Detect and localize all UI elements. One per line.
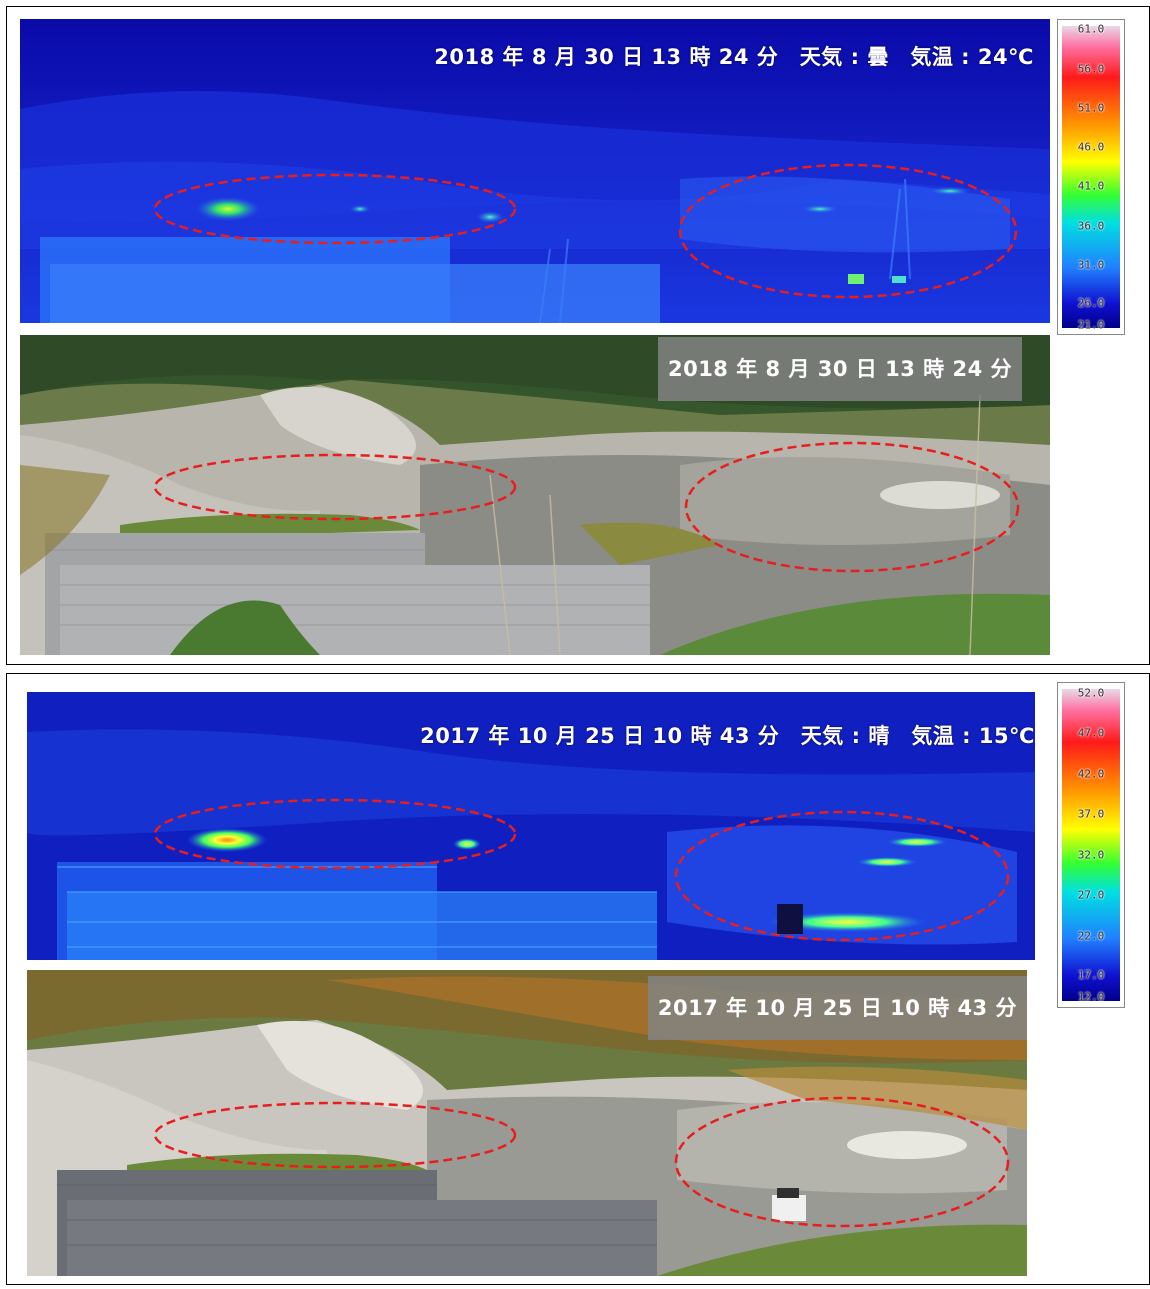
- scale-tick: 52.0: [1077, 686, 1105, 700]
- scale-tick: 22.0: [1077, 929, 1105, 943]
- scale-tick: 31.0: [1077, 258, 1105, 272]
- thermal-image-2017: 2017 年 10 月 25 日 10 時 43 分 天気 : 晴 気温 : 1…: [27, 692, 1035, 960]
- scale-tick: 51.0: [1077, 101, 1105, 115]
- scale-tick: 21.0: [1077, 318, 1105, 332]
- ellipse-right-thermal: [678, 163, 1018, 299]
- photo-2018: 2018 年 8 月 30 日 13 時 24 分: [20, 335, 1050, 655]
- ellipse-left-photo: [153, 1101, 517, 1169]
- thermal-caption-2017: 2017 年 10 月 25 日 10 時 43 分 天気 : 晴 気温 : 1…: [420, 724, 1035, 748]
- scale-tick: 37.0: [1077, 807, 1105, 821]
- scale-tick: 47.0: [1077, 726, 1105, 740]
- ellipse-left-thermal: [153, 798, 517, 870]
- scale-tick: 12.0: [1077, 990, 1105, 1004]
- photo-2017: 2017 年 10 月 25 日 10 時 43 分: [27, 970, 1027, 1276]
- thermal-image-2018: 2018 年 8 月 30 日 13 時 24 分 天気 : 曇 気温 : 24…: [20, 19, 1050, 323]
- scale-tick: 42.0: [1077, 767, 1105, 781]
- panel-2018: 2018 年 8 月 30 日 13 時 24 分 天気 : 曇 気温 : 24…: [6, 6, 1150, 665]
- thermal-caption-2018: 2018 年 8 月 30 日 13 時 24 分 天気 : 曇 気温 : 24…: [434, 45, 1034, 69]
- ellipse-left-thermal: [153, 173, 517, 245]
- scale-tick: 46.0: [1077, 140, 1105, 154]
- scale-tick: 32.0: [1077, 848, 1105, 862]
- scale-tick: 36.0: [1077, 219, 1105, 233]
- scale-tick: 26.0: [1077, 296, 1105, 310]
- ellipse-right-photo: [674, 1096, 1010, 1228]
- scale-tick: 61.0: [1077, 22, 1105, 36]
- scale-tick: 41.0: [1077, 179, 1105, 193]
- photo-caption-2017: 2017 年 10 月 25 日 10 時 43 分: [647, 976, 1027, 1040]
- temperature-scale-2018: 61.0 56.0 51.0 46.0 41.0 36.0 31.0 26.0 …: [1057, 19, 1125, 335]
- temperature-scale-2017: 52.0 47.0 42.0 37.0 32.0 27.0 22.0 17.0 …: [1057, 682, 1125, 1008]
- scale-tick: 17.0: [1077, 968, 1105, 982]
- photo-caption-2018: 2018 年 8 月 30 日 13 時 24 分: [657, 337, 1022, 401]
- ellipse-left-photo: [153, 453, 517, 521]
- ellipse-right-thermal: [674, 810, 1010, 942]
- ellipse-right-photo: [684, 441, 1020, 573]
- panel-2017: 2017 年 10 月 25 日 10 時 43 分 天気 : 晴 気温 : 1…: [6, 673, 1150, 1285]
- scale-tick: 56.0: [1077, 62, 1105, 76]
- scale-tick: 27.0: [1077, 888, 1105, 902]
